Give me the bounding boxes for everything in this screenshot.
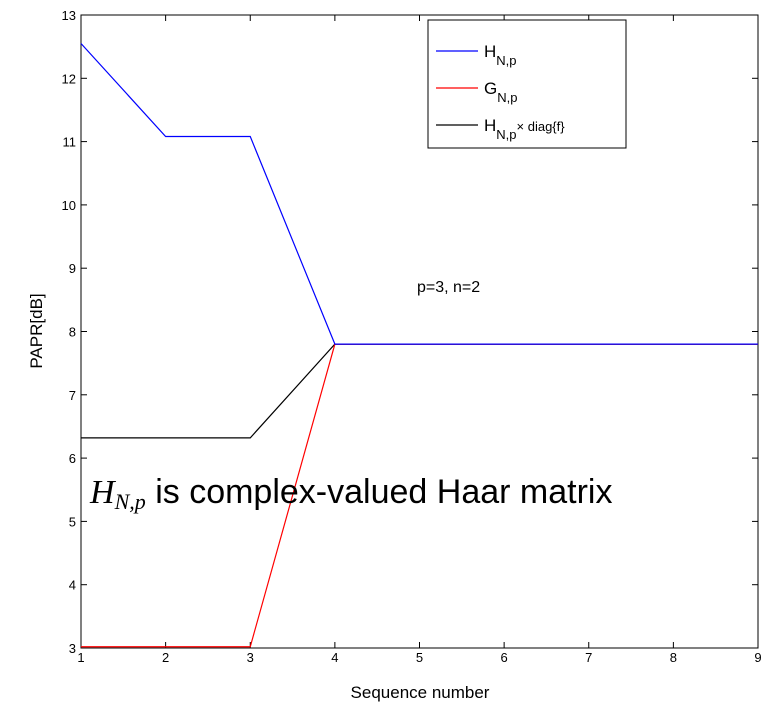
- matrix-note-annotation: HN,p is complex-valued Haar matrix: [89, 473, 612, 514]
- x-tick-label: 3: [247, 650, 254, 665]
- y-axis-label: PAPR[dB]: [27, 293, 46, 368]
- series-lines: [80, 43, 758, 648]
- matrix-note-text: is complex-valued Haar matrix: [146, 473, 613, 511]
- x-tick-label: 7: [585, 650, 592, 665]
- x-tick-label: 4: [331, 650, 338, 665]
- y-tick-label: 13: [62, 8, 76, 23]
- y-tick-label: 3: [69, 641, 76, 656]
- y-tick-label: 6: [69, 451, 76, 466]
- series-line-1: [80, 43, 758, 345]
- y-tick-label: 12: [62, 71, 76, 86]
- params-annotation: p=3, n=2: [417, 279, 480, 296]
- y-tick-label: 10: [62, 198, 76, 213]
- y-axis-ticks: 3 4 5 6 7 8 9 10 11 12 13: [62, 8, 758, 656]
- legend-label: HN,p: [484, 42, 517, 68]
- x-tick-label: 8: [670, 650, 677, 665]
- x-axis-label: Sequence number: [351, 683, 490, 702]
- y-tick-label: 11: [63, 135, 77, 150]
- y-tick-label: 7: [69, 388, 76, 403]
- legend-items: HN,p GN,p HN,p× diag{f}: [436, 42, 565, 142]
- x-tick-label: 6: [501, 650, 508, 665]
- legend-label: GN,p: [484, 79, 517, 105]
- y-tick-label: 9: [69, 261, 76, 276]
- plot-area: [80, 14, 759, 649]
- x-tick-label: 5: [416, 650, 423, 665]
- x-tick-label: 1: [77, 650, 84, 665]
- y-tick-label: 5: [69, 514, 76, 529]
- legend-label: HN,p× diag{f}: [484, 116, 565, 142]
- legend-box: [427, 19, 627, 149]
- x-tick-label: 9: [754, 650, 761, 665]
- y-tick-label: 4: [69, 578, 76, 593]
- x-tick-label: 2: [162, 650, 169, 665]
- legend: HN,p GN,p HN,p× diag{f}: [427, 19, 627, 149]
- y-tick-label: 8: [69, 325, 76, 340]
